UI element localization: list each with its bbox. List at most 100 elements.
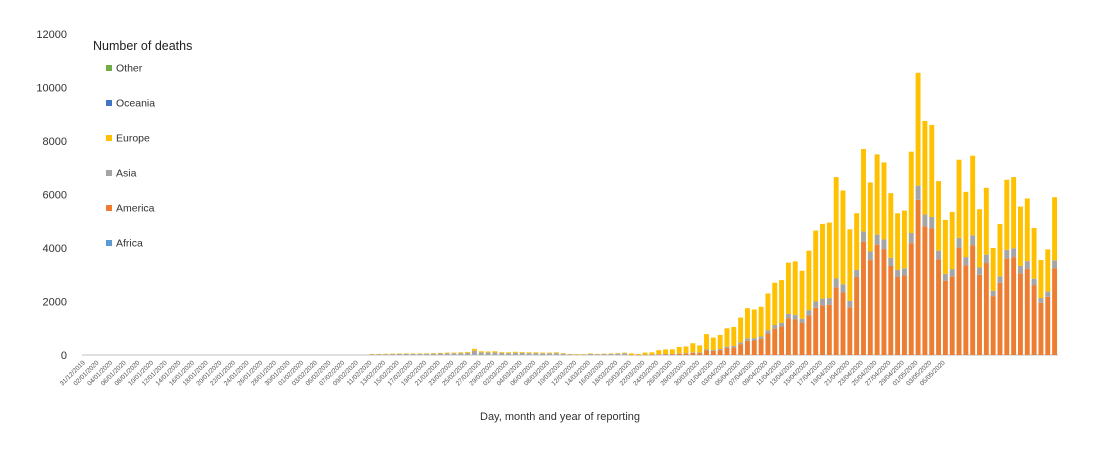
bar-europe xyxy=(936,181,942,251)
bar-america xyxy=(847,307,853,355)
bar-europe xyxy=(820,223,825,299)
bar-europe xyxy=(526,352,532,354)
bar-europe xyxy=(471,348,477,351)
bar-asia xyxy=(628,354,634,356)
bar-america xyxy=(895,277,901,355)
bar-europe xyxy=(642,352,648,355)
bar-america xyxy=(861,241,866,355)
bar-asia xyxy=(867,251,873,261)
bar-asia xyxy=(881,239,887,250)
bar-asia xyxy=(997,276,1003,283)
bar-asia xyxy=(444,353,450,355)
bar-asia xyxy=(779,322,785,327)
bars xyxy=(369,72,1058,356)
bar-america xyxy=(676,353,682,355)
bar-america xyxy=(704,350,709,355)
bar-asia xyxy=(369,354,375,355)
bar-america xyxy=(970,245,976,355)
bar-europe xyxy=(710,337,716,351)
bar-asia xyxy=(970,235,976,246)
bar-asia xyxy=(697,352,703,354)
bar-europe xyxy=(635,353,641,355)
bar-asia xyxy=(424,353,430,355)
y-tick-label: 10000 xyxy=(36,83,67,95)
bar-america xyxy=(724,348,730,355)
bar-america xyxy=(1045,296,1051,355)
bar-america xyxy=(683,353,689,355)
bar-asia xyxy=(710,350,716,351)
bar-europe xyxy=(915,72,921,186)
bar-america xyxy=(1052,268,1058,355)
legend-swatch-africa xyxy=(106,240,112,246)
bar-europe xyxy=(983,187,989,255)
bar-asia xyxy=(649,354,655,356)
bar-asia xyxy=(396,353,402,355)
y-tick-label: 12000 xyxy=(36,29,67,41)
bar-asia xyxy=(1018,265,1023,274)
legend-label-other: Other xyxy=(116,63,143,75)
bar-asia xyxy=(765,330,771,334)
bar-america xyxy=(813,307,819,355)
bar-america xyxy=(901,275,907,355)
bar-asia xyxy=(526,353,532,355)
legend-label-oceania: Oceania xyxy=(116,98,155,110)
bar-europe xyxy=(956,159,962,238)
bar-asia xyxy=(1052,260,1058,269)
bar-america xyxy=(936,259,942,355)
bar-asia xyxy=(895,269,901,278)
bar-asia xyxy=(833,278,839,288)
bar-asia xyxy=(1038,298,1044,303)
bar-asia xyxy=(635,354,641,356)
bar-asia xyxy=(956,237,962,248)
bar-asia xyxy=(581,354,587,355)
bar-asia xyxy=(465,352,471,355)
bar-asia xyxy=(485,352,491,355)
bar-asia xyxy=(437,353,443,355)
bar-asia xyxy=(1004,249,1010,259)
bar-america xyxy=(922,226,928,355)
bar-america xyxy=(1038,302,1044,355)
bar-asia xyxy=(567,354,573,355)
bar-europe xyxy=(663,349,669,355)
bar-asia xyxy=(547,353,552,355)
bar-europe xyxy=(792,261,798,315)
bar-asia xyxy=(751,338,757,341)
bar-asia xyxy=(936,250,942,260)
bar-asia xyxy=(683,353,689,354)
bar-europe xyxy=(745,308,750,339)
bar-america xyxy=(731,347,737,355)
y-tick-label: 2000 xyxy=(43,297,67,309)
bar-america xyxy=(840,292,846,355)
bar-europe xyxy=(854,213,860,270)
bar-america xyxy=(874,244,880,355)
bar-america xyxy=(765,333,771,355)
y-tick-label: 0 xyxy=(61,350,67,362)
bar-asia xyxy=(403,353,409,355)
bar-europe xyxy=(1024,198,1030,262)
bar-asia xyxy=(676,353,682,354)
y-tick-label: 8000 xyxy=(43,136,67,148)
bar-asia xyxy=(826,298,832,305)
bar-asia xyxy=(847,300,853,308)
bar-america xyxy=(738,344,744,355)
bar-asia xyxy=(772,325,778,329)
bar-europe xyxy=(656,350,662,355)
legend-label-asia: Asia xyxy=(116,168,137,180)
bar-asia xyxy=(492,352,498,355)
bar-america xyxy=(983,263,989,355)
bar-europe xyxy=(717,334,723,350)
bar-europe xyxy=(751,309,757,339)
bar-europe xyxy=(779,280,785,323)
bar-america xyxy=(1018,273,1023,355)
bar-asia xyxy=(417,353,423,355)
bar-asia xyxy=(690,352,696,353)
bar-asia xyxy=(560,353,566,355)
bar-europe xyxy=(492,351,498,353)
bar-america xyxy=(820,305,825,355)
bar-america xyxy=(792,319,798,355)
bar-europe xyxy=(588,353,593,354)
bar-america xyxy=(1031,285,1037,355)
bar-europe xyxy=(465,352,471,353)
bar-europe xyxy=(765,293,771,331)
bar-america xyxy=(785,318,791,355)
